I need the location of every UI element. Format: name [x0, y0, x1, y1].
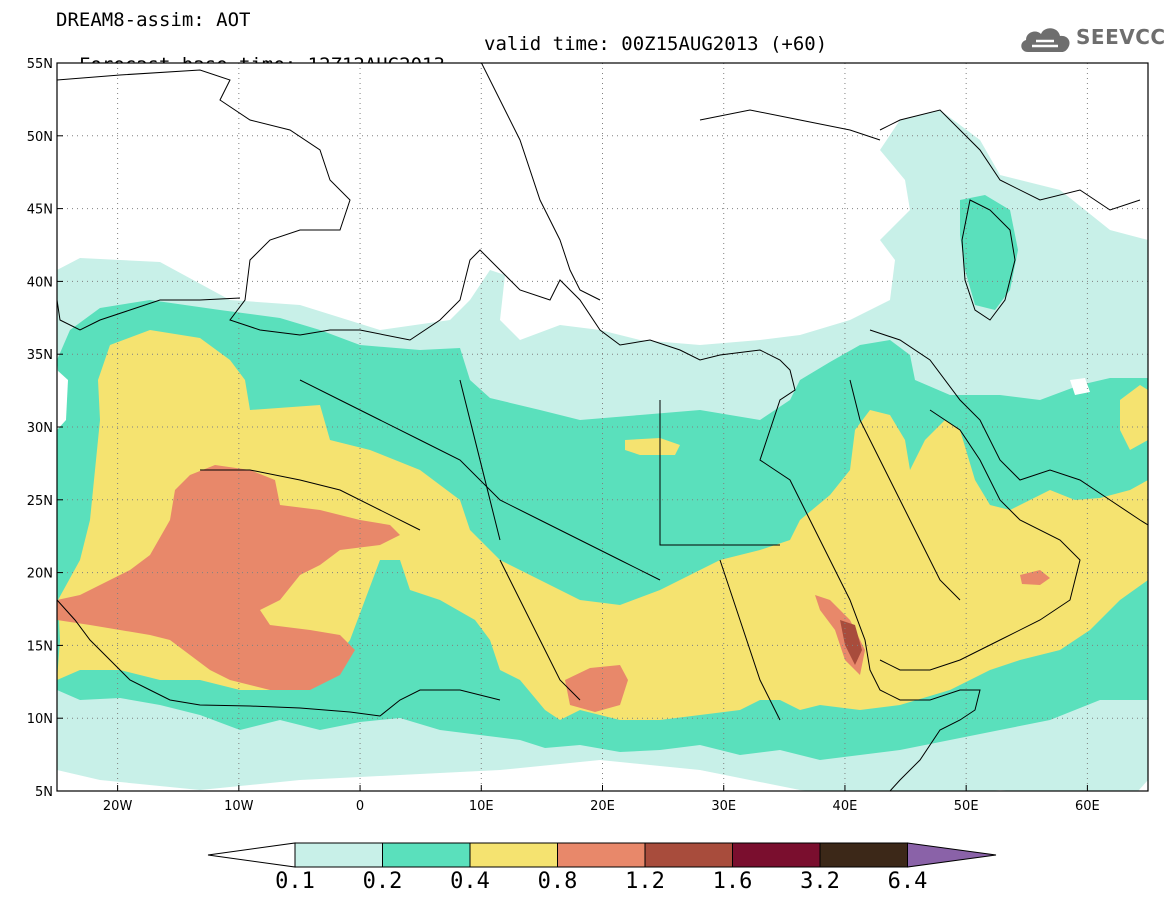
colorbar-level-label: 1.2: [625, 869, 665, 894]
colorbar-level-label: 0.1: [275, 869, 315, 894]
lat-label: 55N: [27, 57, 53, 72]
colorbar-over-triangle: [907, 842, 997, 868]
colorbar-box: [732, 842, 821, 868]
lon-label: 50E: [954, 799, 979, 814]
aot-holes: [57, 370, 1090, 430]
aot-band-1.2: [840, 620, 862, 665]
lon-label: 20E: [590, 799, 615, 814]
lon-label: 0: [356, 799, 364, 814]
lon-label: 10W: [224, 799, 254, 814]
aot-band-0.4: [57, 330, 1148, 720]
aot-fields: [57, 110, 1148, 791]
lon-label: 10E: [469, 799, 494, 814]
lat-label: 15N: [27, 639, 53, 654]
lon-label: 30E: [711, 799, 736, 814]
colorbar-level-label: 6.4: [888, 869, 928, 894]
seevccc-logo: SEEVCCC: [1018, 22, 1165, 56]
colorbar-box: [294, 842, 383, 868]
lon-label: 60E: [1075, 799, 1100, 814]
latitude-labels: 55N 50N 45N 40N 35N 30N 25N 20N 15N 10N 5N: [27, 57, 63, 800]
valid-time: valid time: 00Z15AUG2013 (+60): [484, 33, 828, 55]
graticule: [57, 63, 1148, 791]
lat-label: 30N: [27, 421, 53, 436]
coastlines-and-borders: [57, 63, 1148, 791]
colorbar-level-label: 3.2: [800, 869, 840, 894]
colorbar-box: [557, 842, 646, 868]
lat-label: 20N: [27, 567, 53, 582]
lat-label: 10N: [27, 712, 53, 727]
lon-label: 40E: [833, 799, 858, 814]
colorbar-box: [469, 842, 558, 868]
lat-label: 35N: [27, 348, 53, 363]
cloud-logo-icon: [1021, 28, 1070, 52]
lon-label: 20W: [103, 799, 133, 814]
colorbar-under-triangle: [207, 842, 296, 868]
colorbar-level-label: 0.2: [363, 869, 403, 894]
lat-label: 25N: [27, 494, 53, 509]
longitude-labels: 20W 10W 0 10E 20E 30E 40E 50E 60E: [103, 785, 1100, 814]
colorbar-level-label: 1.6: [713, 869, 753, 894]
lat-label: 50N: [27, 130, 53, 145]
lat-label: 45N: [27, 203, 53, 218]
lat-label: 40N: [27, 275, 53, 290]
colorbar-box: [819, 842, 908, 868]
lat-label: 5N: [35, 785, 53, 800]
map-title: DREAM8-assim: AOT: [56, 9, 251, 31]
colorbar-level-label: 0.8: [538, 869, 578, 894]
colorbar-box: [382, 842, 471, 868]
colorbar: 0.1 0.2 0.4 0.8 1.2 1.6 3.2 6.4: [207, 842, 997, 894]
colorbar-level-label: 0.4: [450, 869, 490, 894]
colorbar-box: [644, 842, 733, 868]
logo-text: SEEVCCC: [1076, 25, 1165, 49]
